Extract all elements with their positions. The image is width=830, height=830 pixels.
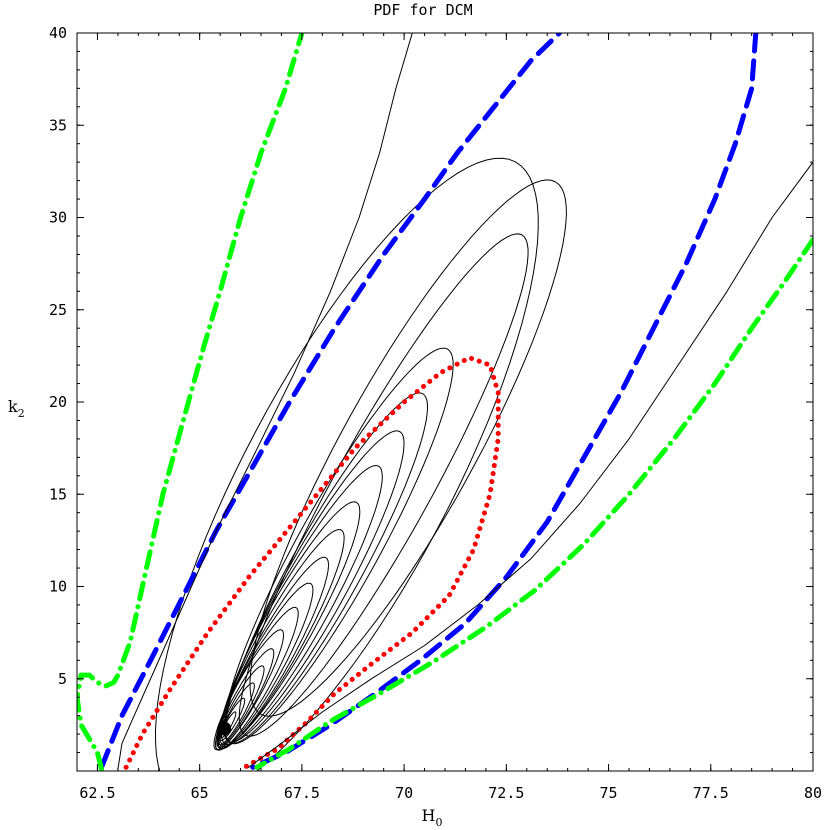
x-tick-label: 72.5 xyxy=(488,784,524,802)
solid-contour xyxy=(248,161,813,768)
x-tick-label: 75 xyxy=(600,784,618,802)
contour-line xyxy=(154,157,539,771)
contour-line xyxy=(213,629,285,751)
x-tick-label: 67.5 xyxy=(284,784,320,802)
contour-line xyxy=(224,392,429,744)
contour-line xyxy=(216,582,314,749)
x-tick-label: 70 xyxy=(395,784,413,802)
y-tick-label: 15 xyxy=(49,485,67,503)
red-dotted-contour xyxy=(123,355,501,770)
x-axis-ticks: 62.5 65 67.5 70 72.5 75 77.5 80 xyxy=(79,33,822,802)
y-tick-label: 25 xyxy=(49,301,67,319)
y-tick-label: 5 xyxy=(58,670,67,688)
green-dashdot-contour xyxy=(77,33,305,771)
x-tick-label: 65 xyxy=(191,784,209,802)
x-tick-label: 77.5 xyxy=(693,784,729,802)
y-axis-ticks: 5 10 15 20 25 30 35 40 xyxy=(49,24,813,754)
contour-line xyxy=(218,682,255,746)
solid-contour xyxy=(117,33,413,770)
contour-line xyxy=(221,465,383,745)
x-axis-label: H0 xyxy=(422,806,443,829)
peak-marker xyxy=(217,721,232,736)
chart-title: PDF for DCM xyxy=(373,1,472,19)
x-tick-label: 62.5 xyxy=(79,784,115,802)
blue-dashed-contour xyxy=(250,33,759,770)
contour-line xyxy=(214,648,275,750)
contour-line xyxy=(218,501,361,746)
contour-line xyxy=(216,665,265,748)
y-tick-label: 20 xyxy=(49,393,67,411)
x-tick-label: 80 xyxy=(804,784,822,802)
y-tick-label: 10 xyxy=(49,578,67,596)
contour-line xyxy=(220,711,237,739)
contour-line xyxy=(219,697,246,741)
confidence-series xyxy=(77,33,813,771)
green-dashdot-contour xyxy=(254,237,813,770)
blue-dashed-contour xyxy=(99,33,562,770)
contour-lines xyxy=(154,157,567,771)
peak-marker-group xyxy=(217,721,232,736)
y-tick-label: 35 xyxy=(49,116,67,134)
y-tick-label: 30 xyxy=(49,209,67,227)
y-tick-label: 40 xyxy=(49,24,67,42)
contour-line xyxy=(249,179,567,717)
y-axis-label: k2 xyxy=(8,397,25,420)
